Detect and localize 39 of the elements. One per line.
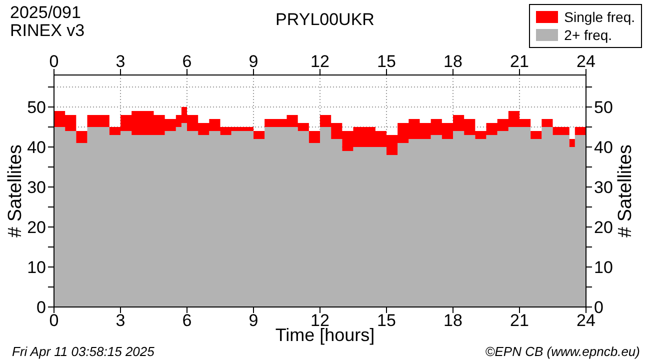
y2-axis-title: # Satellites <box>615 144 637 238</box>
chart-title: PRYL00UKR <box>276 10 374 29</box>
y-tick-label: 40 <box>27 138 46 158</box>
legend-label: 2+ freq. <box>564 26 612 44</box>
x-tick-label: 9 <box>248 52 258 71</box>
y-tick-label: 50 <box>27 98 46 118</box>
y2-tick-label: 40 <box>594 138 613 158</box>
x2-tick-label: 18 <box>444 311 462 330</box>
x-tick-label: 15 <box>377 52 396 71</box>
y2-tick-label: 30 <box>594 178 613 198</box>
y-tick-label: 0 <box>36 298 46 318</box>
y2-tick-label: 10 <box>594 258 613 278</box>
y-tick-label: 10 <box>27 258 46 278</box>
x-tick-label: 12 <box>310 52 330 71</box>
x2-tick-label: 6 <box>182 311 192 330</box>
x2-tick-label: 0 <box>49 311 59 330</box>
text: Fri Apr 11 03:58:15 2025 <box>12 344 154 359</box>
x2-tick-label: 21 <box>510 311 529 330</box>
text: ©EPN CB (www.epncb.eu) <box>485 344 640 359</box>
x2-tick-label: 15 <box>377 311 396 330</box>
x-tick-label: 24 <box>576 52 596 71</box>
x2-tick-label: 24 <box>576 311 596 330</box>
y2-tick-label: 0 <box>594 298 604 318</box>
x-tick-label: 21 <box>510 52 529 71</box>
x-tick-label: 3 <box>116 52 126 71</box>
x-tick-label: 6 <box>182 52 192 71</box>
y-axis-title: # Satellites <box>5 144 27 238</box>
x2-tick-label: 3 <box>116 311 126 330</box>
x-tick-label: 0 <box>49 52 59 71</box>
x-tick-label: 18 <box>444 52 462 71</box>
text: RINEX v3 <box>10 21 85 40</box>
x-axis-title: Time [hours] <box>275 325 375 345</box>
y2-tick-label: 20 <box>594 218 613 238</box>
x2-tick-label: 9 <box>248 311 258 330</box>
y-tick-label: 30 <box>27 178 46 198</box>
y2-tick-label: 50 <box>594 98 613 118</box>
text: 2025/091 <box>10 3 82 22</box>
y-tick-label: 20 <box>27 218 46 238</box>
legend-label: Single freq. <box>564 8 635 26</box>
